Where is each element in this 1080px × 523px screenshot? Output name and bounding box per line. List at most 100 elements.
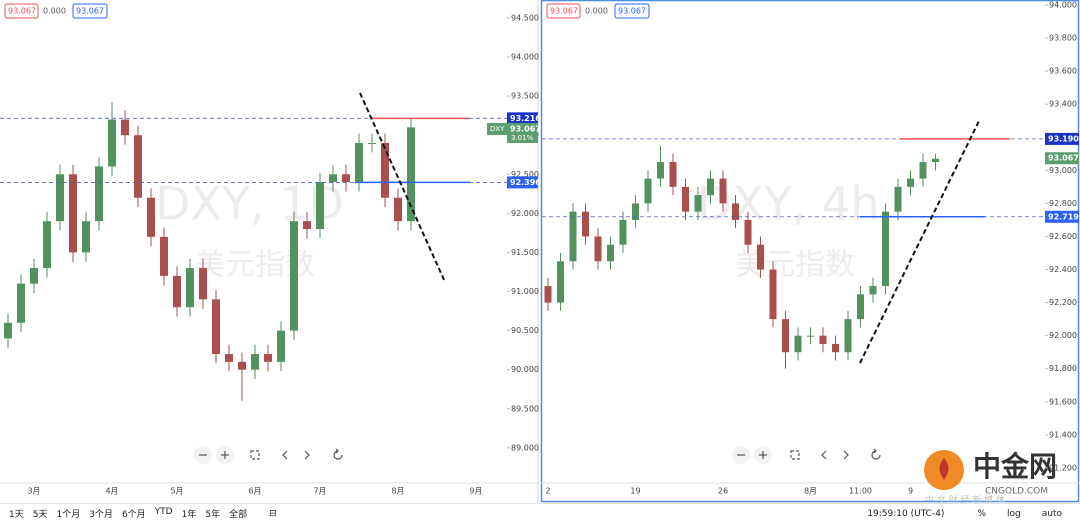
candle-body <box>794 335 802 353</box>
candle-body <box>199 268 207 300</box>
x-tick-label: 11:00 <box>849 487 872 496</box>
y-tick-label: 92.000 <box>511 209 539 218</box>
candle-body <box>807 335 814 337</box>
candle-body <box>644 178 652 204</box>
y-tick-label: 90.500 <box>511 326 539 335</box>
header-badge <box>4 3 39 19</box>
candle-body <box>342 174 350 183</box>
candle-body <box>368 143 376 145</box>
candle-body <box>355 143 363 183</box>
candle-body <box>225 354 233 362</box>
fullscreen[interactable] <box>250 450 260 460</box>
candle-body <box>17 283 25 323</box>
range-button[interactable]: 6个月 <box>121 510 146 520</box>
level-label-box <box>1045 132 1079 145</box>
candle-body <box>544 286 552 303</box>
candle-body <box>238 361 246 370</box>
header-value: 93.067 <box>76 7 104 16</box>
candle-body <box>303 221 311 229</box>
range-button[interactable]: YTD <box>154 507 173 517</box>
candle-body <box>607 244 614 262</box>
header-value: 0.000 <box>43 7 66 16</box>
y-tick-label: 91.400 <box>1049 430 1077 439</box>
candle-body <box>732 203 739 220</box>
candle-body <box>147 197 155 237</box>
candle-body <box>844 319 852 353</box>
candle-body <box>619 219 627 245</box>
y-tick-label: 91.800 <box>1049 364 1077 373</box>
candle-body <box>69 174 77 253</box>
date-range-icon[interactable]: ⊟ <box>269 508 277 519</box>
range-button[interactable]: 1个月 <box>56 510 81 520</box>
last-price-symbol: DXY <box>490 125 505 133</box>
reset[interactable] <box>333 448 343 460</box>
candle-body <box>682 186 689 212</box>
candle-body <box>894 186 902 212</box>
header-badge <box>72 3 108 19</box>
y-tick-label: 93.000 <box>1049 166 1077 175</box>
scale-option[interactable]: % <box>977 508 986 519</box>
range-button[interactable]: 5年 <box>205 510 221 520</box>
scale-option[interactable]: log <box>1007 508 1021 519</box>
fullscreen[interactable] <box>790 450 800 460</box>
y-tick-label: 92.400 <box>1049 265 1077 274</box>
y-tick-label: 91.000 <box>511 287 539 296</box>
range-button[interactable]: 3个月 <box>89 510 113 520</box>
candle-body <box>782 319 789 353</box>
last-price-box <box>1045 152 1079 165</box>
x-tick-label: 8月 <box>804 487 817 496</box>
y-tick-label: 92.800 <box>1049 199 1077 208</box>
last-price-change: 3.01% <box>511 134 534 142</box>
clock: 19:59:10 (UTC-4) <box>867 508 945 519</box>
last-price-box <box>507 122 538 143</box>
candle-body <box>769 269 777 320</box>
candle-body <box>819 335 827 344</box>
level-label: 92.719 <box>1048 212 1079 221</box>
x-tick-label: 26 <box>718 487 728 496</box>
background <box>0 0 1080 503</box>
logo-flame <box>939 458 949 480</box>
candle-body <box>569 211 577 262</box>
watermark-subtitle: 美元指数 <box>735 248 855 283</box>
scroll-right[interactable] <box>304 450 310 460</box>
candle-body <box>932 158 939 163</box>
range-button[interactable]: 5天 <box>32 510 48 520</box>
scroll-left[interactable] <box>282 450 288 460</box>
trend-line <box>859 118 981 364</box>
candle-body <box>882 211 889 287</box>
x-tick-label: 9月 <box>469 487 482 496</box>
candle-body <box>251 354 259 370</box>
header-badge <box>546 3 581 19</box>
candle-body <box>30 268 38 284</box>
candle-body <box>290 221 298 331</box>
scale-option[interactable]: auto <box>1041 508 1062 519</box>
candle-body <box>757 244 764 270</box>
header-value: 93.067 <box>618 7 646 16</box>
candle-body <box>832 343 839 353</box>
header-value: 93.067 <box>8 7 36 16</box>
watermark-title: DXY, 4h <box>697 177 880 231</box>
scroll-right[interactable] <box>843 450 849 460</box>
range-button[interactable]: 全部 <box>229 510 248 520</box>
y-tick-label: 94.000 <box>511 53 539 62</box>
x-tick-label: 9 <box>908 487 913 496</box>
level-label: 93.216 <box>510 114 541 123</box>
range-button[interactable]: 1年 <box>181 510 197 520</box>
logo: 中金网 CNGOLD.COM 中 文 财 经 新 媒 体 <box>924 450 1057 503</box>
y-tick-label: 89.000 <box>511 443 539 452</box>
y-tick-label: 92.000 <box>1049 331 1077 340</box>
logo-tagline: 中 文 财 经 新 媒 体 <box>925 494 1005 503</box>
candle-body <box>657 162 664 179</box>
x-tick-label: 7月 <box>313 487 326 496</box>
reset[interactable] <box>871 448 881 460</box>
watermark-title: DXY, 1D <box>155 177 344 231</box>
candle-body <box>212 299 220 355</box>
candle-body <box>173 275 181 308</box>
y-tick-label: 94.500 <box>511 13 539 22</box>
candle-body <box>56 174 64 222</box>
scroll-left[interactable] <box>821 450 827 460</box>
range-button[interactable]: 1天 <box>9 510 24 520</box>
x-tick-label: 5月 <box>170 487 183 496</box>
nav-buttons[interactable] <box>194 446 881 464</box>
chart-area: 中金网 CNGOLD.COM 中 文 财 经 新 媒 体 DXY, 1D 美元指数… <box>0 0 1080 503</box>
